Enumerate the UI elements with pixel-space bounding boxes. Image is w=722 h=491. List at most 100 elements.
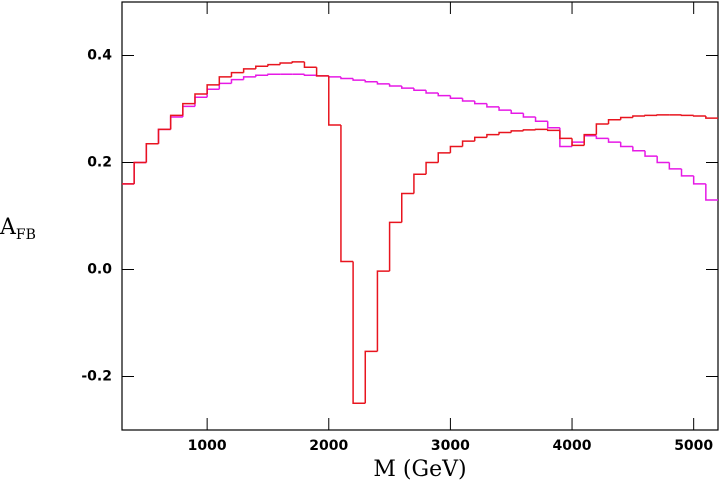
y-tick-label: 0.2 [87, 155, 112, 171]
histogram-step [486, 103, 500, 108]
histogram-step [206, 88, 220, 98]
histogram-step [315, 67, 329, 77]
histogram-step [133, 161, 147, 184]
histogram-step [607, 118, 621, 124]
histogram-step [680, 168, 694, 177]
y-label-main: A [0, 215, 17, 240]
histogram-step [559, 130, 573, 140]
x-tick-label: 1000 [188, 438, 227, 454]
histogram-step [340, 125, 354, 263]
histogram-step [546, 121, 560, 129]
histogram-step [461, 140, 475, 147]
histogram-step [692, 115, 706, 117]
x-tick-label: 4000 [553, 438, 592, 454]
histogram-step [510, 110, 524, 115]
histogram-step [437, 152, 451, 163]
histogram-step [656, 156, 670, 164]
histogram-step [522, 113, 536, 118]
histogram-step [449, 95, 463, 100]
histogram-step [401, 85, 414, 89]
histogram-step [255, 74, 268, 77]
histogram-step [279, 62, 293, 65]
histogram-step [559, 127, 573, 148]
histogram-step [644, 114, 658, 117]
x-tick-label: 5000 [674, 438, 713, 454]
histogram-step [340, 76, 354, 80]
histogram-step [619, 116, 633, 120]
y-tick-label: -0.2 [81, 369, 112, 385]
histogram-step [230, 71, 244, 77]
histogram-step [595, 135, 609, 140]
histogram-step [425, 161, 439, 175]
histogram-step [534, 128, 548, 131]
histogram-step [145, 143, 159, 163]
histogram-step [692, 175, 706, 185]
y-axis-label: AFB [0, 215, 36, 243]
histogram-step [510, 130, 524, 133]
histogram-step [255, 65, 268, 69]
histogram-step [583, 135, 597, 143]
histogram-step [169, 114, 183, 130]
histogram-step [632, 146, 646, 152]
histogram-step [182, 102, 195, 116]
histogram-step [206, 84, 220, 95]
x-tick-label: 3000 [431, 438, 470, 454]
histogram-step [595, 123, 609, 135]
plot-frame [121, 1, 719, 431]
y-tick-label: 0.0 [87, 262, 112, 278]
x-axis-label: M (GeV) [373, 457, 466, 482]
histogram-step [352, 78, 366, 81]
histogram-step [133, 161, 147, 184]
histogram-step [218, 82, 232, 90]
histogram-step [303, 74, 317, 77]
histogram-step [705, 115, 718, 119]
histogram-step [498, 131, 512, 135]
histogram-step [303, 61, 317, 69]
histogram-step [157, 128, 171, 144]
histogram-step [169, 116, 183, 130]
histogram-step [644, 150, 658, 157]
y-label-sub: FB [16, 227, 36, 243]
histogram-step [498, 106, 512, 111]
histogram-step [364, 80, 378, 83]
histogram-step [668, 162, 682, 170]
histogram-step [182, 105, 195, 118]
histogram-step [607, 138, 621, 143]
histogram-step [230, 78, 244, 84]
histogram-step [267, 73, 281, 76]
histogram-step [352, 261, 366, 404]
histogram-step [413, 88, 427, 92]
histogram-step [401, 192, 414, 223]
histogram-step [656, 114, 670, 116]
histogram-step [157, 128, 171, 144]
histogram-step [194, 93, 208, 104]
histogram-step [364, 350, 378, 404]
histogram-step [218, 76, 232, 85]
histogram-step [194, 96, 208, 107]
histogram-step [534, 117, 548, 123]
histogram-step [328, 75, 341, 126]
histogram-step [619, 142, 633, 148]
histogram-step [473, 100, 487, 105]
histogram-step [632, 115, 646, 118]
histogram-step [242, 68, 256, 73]
histogram-step [522, 129, 536, 131]
histogram-step [376, 270, 390, 352]
histogram-step [437, 92, 451, 97]
histogram-step [267, 63, 281, 67]
histogram-step [546, 129, 560, 132]
histogram-step [486, 133, 500, 138]
histogram-step [388, 83, 402, 87]
histogram-step [449, 145, 463, 153]
histogram-step [388, 221, 402, 272]
histogram-step [473, 136, 487, 142]
histogram-step [680, 114, 694, 117]
histogram-step [328, 75, 341, 78]
histogram-step [705, 183, 718, 201]
histogram-step [145, 143, 159, 163]
histogram-step [583, 133, 597, 146]
histogram-step [425, 90, 439, 94]
histogram-step [376, 81, 390, 85]
histogram-step [291, 61, 305, 63]
